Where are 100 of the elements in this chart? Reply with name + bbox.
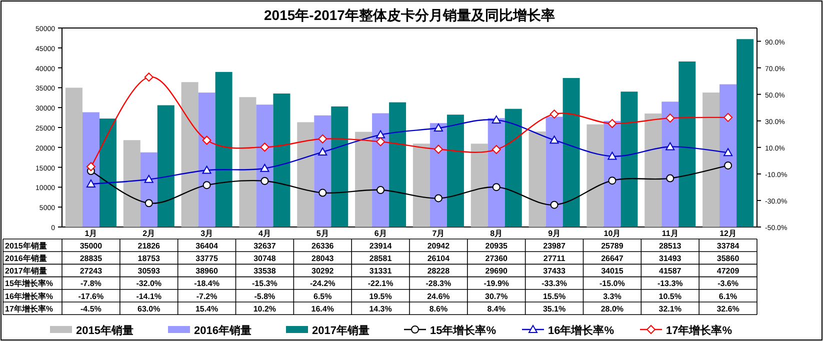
bar — [736, 39, 754, 227]
point — [144, 72, 154, 82]
data-label: 24.6% — [427, 292, 450, 301]
data-label: 27360 — [485, 254, 508, 263]
data-label: -19.9% — [484, 279, 510, 288]
data-label: 6.1% — [718, 292, 738, 301]
bar — [372, 113, 390, 227]
point — [144, 199, 153, 208]
data-label: 35860 — [716, 254, 740, 263]
data-label: 27243 — [80, 266, 103, 276]
text: 2016年销量 — [5, 254, 47, 263]
data-label: 10.5% — [658, 292, 682, 301]
bar — [389, 102, 406, 227]
data-label: 26336 — [312, 241, 334, 250]
bar — [488, 118, 505, 227]
data-label: 6.5% — [314, 292, 332, 301]
point — [318, 148, 328, 156]
data-label: 30292 — [312, 266, 334, 276]
data-label: 21826 — [138, 241, 161, 250]
text: 2017年销量 — [5, 266, 47, 276]
legend-label: 15年增长率% — [430, 324, 496, 337]
data-label: 23987 — [543, 241, 566, 250]
text: 15年增长率% — [5, 279, 54, 288]
point — [260, 142, 270, 152]
x-tick-label: 8月 — [490, 229, 503, 238]
x-tick-label: 11月 — [662, 229, 678, 238]
point — [260, 176, 269, 185]
data-label: 34015 — [601, 266, 624, 276]
data-label: 35000 — [80, 241, 103, 250]
x-tick-label: 2月 — [142, 229, 156, 238]
point — [608, 152, 617, 160]
bar — [273, 94, 290, 227]
bar — [239, 97, 256, 227]
data-label: 28835 — [80, 254, 103, 263]
point — [608, 119, 617, 128]
bar — [504, 108, 522, 227]
point — [666, 114, 675, 123]
data-label: 31493 — [659, 254, 682, 263]
bar — [215, 72, 232, 227]
legend-label: 2016年销量 — [194, 324, 252, 337]
data-label: 28513 — [659, 241, 682, 250]
data-label: 15.5% — [542, 292, 566, 301]
x-tick-label: 1月 — [84, 229, 98, 238]
data-label: 38960 — [196, 266, 218, 276]
x-tick-label: 12月 — [720, 229, 736, 238]
data-label: 16.4% — [311, 304, 334, 314]
point — [86, 162, 96, 172]
bar — [546, 116, 563, 227]
bar — [430, 123, 447, 227]
bar — [181, 82, 198, 227]
bar — [702, 92, 720, 227]
data-label: 28.0% — [600, 304, 624, 314]
data-label: 30748 — [254, 254, 276, 263]
point — [202, 181, 211, 190]
data-label: 33775 — [196, 254, 218, 263]
bar — [355, 132, 372, 227]
point — [608, 176, 616, 185]
bar — [123, 140, 140, 227]
data-label: -24.2% — [310, 279, 336, 288]
data-label: 26647 — [601, 254, 624, 263]
data-label: 20942 — [427, 241, 450, 250]
point — [550, 136, 559, 144]
data-label: 37433 — [543, 266, 566, 276]
x-tick-label: 9月 — [548, 229, 561, 238]
point — [376, 130, 386, 138]
bar — [256, 104, 274, 227]
data-label: -13.3% — [657, 279, 683, 288]
data-label: 36404 — [196, 241, 218, 250]
data-label: 32.6% — [716, 304, 740, 314]
data-label: -14.1% — [136, 292, 162, 301]
text: 2015年销量 — [5, 241, 47, 250]
data-label: -28.3% — [426, 279, 452, 288]
data-label: 41587 — [659, 266, 682, 276]
data-label: 3.3% — [603, 292, 622, 301]
data-label: 23914 — [369, 241, 392, 250]
data-label: 15.4% — [195, 304, 218, 314]
point — [492, 145, 501, 154]
bar — [586, 124, 604, 227]
data-label: -3.6% — [718, 279, 738, 288]
data-label: 31331 — [369, 266, 392, 276]
data-label: 14.3% — [369, 304, 392, 314]
point — [724, 161, 732, 170]
point — [666, 142, 675, 150]
data-label: 8.4% — [487, 304, 506, 314]
bar — [562, 78, 580, 227]
bar — [297, 122, 314, 227]
data-label: -15.0% — [600, 279, 625, 288]
bar — [528, 132, 546, 227]
data-label: -22.1% — [368, 279, 394, 288]
bar — [198, 92, 216, 227]
point — [492, 183, 500, 192]
bar — [65, 88, 82, 227]
data-label: -32.0% — [136, 279, 162, 288]
data-label: 20935 — [485, 241, 508, 250]
data-label: -18.4% — [194, 279, 220, 288]
legend-label: 2015年销量 — [76, 324, 134, 337]
data-label: 25789 — [601, 241, 624, 250]
data-label: 29690 — [485, 266, 508, 276]
data-label: -33.3% — [542, 279, 567, 288]
bar — [99, 118, 116, 227]
